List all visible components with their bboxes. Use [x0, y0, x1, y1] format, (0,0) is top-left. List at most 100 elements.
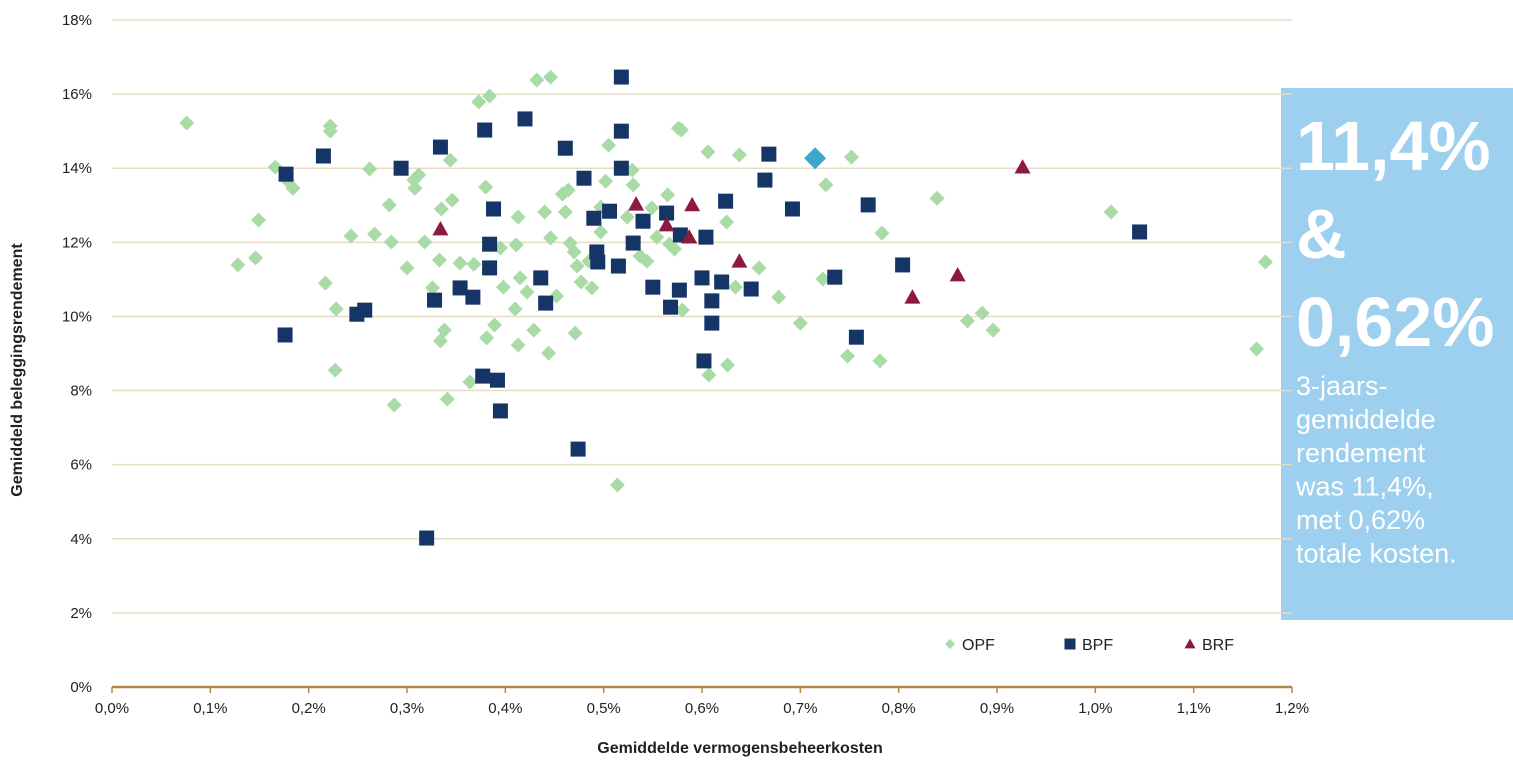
- point: [601, 137, 617, 153]
- point: [659, 205, 675, 221]
- annotation-headline: 0,62%: [1296, 283, 1494, 361]
- point: [848, 329, 864, 345]
- point: [517, 111, 533, 127]
- point: [751, 260, 767, 276]
- point: [576, 170, 592, 186]
- point: [386, 397, 402, 413]
- point: [492, 403, 508, 419]
- annotation-text: rendement: [1296, 438, 1426, 468]
- point: [343, 228, 359, 244]
- point: [482, 260, 498, 276]
- point: [684, 196, 701, 212]
- point: [557, 140, 573, 156]
- point: [698, 229, 714, 245]
- point: [625, 177, 641, 193]
- x-tick-label: 1,1%: [1177, 700, 1211, 717]
- point: [671, 282, 687, 298]
- point: [663, 299, 679, 315]
- point: [557, 204, 573, 220]
- y-tick-label: 10%: [62, 308, 92, 325]
- point: [681, 229, 698, 244]
- point: [598, 173, 614, 189]
- point: [482, 236, 498, 252]
- point: [960, 313, 975, 329]
- point: [399, 260, 415, 276]
- annotation-box: [1281, 88, 1513, 620]
- annotation-text: totale kosten.: [1296, 539, 1457, 569]
- point: [560, 182, 576, 198]
- point: [1249, 341, 1265, 357]
- point: [439, 391, 455, 407]
- point: [701, 367, 717, 383]
- point: [431, 252, 447, 268]
- point: [731, 253, 748, 268]
- x-tick-label: 0,2%: [292, 700, 326, 717]
- point: [895, 257, 911, 273]
- x-tick-label: 0,4%: [488, 700, 522, 717]
- point: [860, 197, 876, 213]
- point: [477, 122, 493, 138]
- point: [573, 274, 589, 290]
- x-tick-label: 0,5%: [587, 700, 621, 717]
- point: [700, 144, 716, 160]
- point: [436, 322, 452, 338]
- highlight-point: [804, 147, 827, 170]
- y-tick-label: 2%: [70, 605, 92, 622]
- point: [815, 271, 831, 287]
- point: [411, 167, 427, 183]
- point: [570, 441, 586, 457]
- y-tick-label: 6%: [70, 457, 92, 474]
- point: [743, 281, 759, 297]
- point: [526, 322, 542, 338]
- x-tick-label: 1,2%: [1275, 700, 1309, 717]
- legend-label: BPF: [1082, 637, 1113, 654]
- annotation-text: met 0,62%: [1296, 505, 1425, 535]
- point: [658, 216, 675, 232]
- point: [466, 256, 482, 272]
- point: [407, 180, 423, 196]
- point: [432, 220, 449, 236]
- point: [584, 280, 600, 296]
- point: [417, 234, 433, 250]
- point: [872, 353, 888, 369]
- point: [609, 477, 625, 493]
- point: [315, 148, 331, 164]
- point: [510, 337, 526, 353]
- point: [393, 160, 409, 176]
- point: [1257, 254, 1273, 270]
- point: [508, 237, 524, 253]
- point: [639, 253, 655, 269]
- point: [649, 229, 665, 245]
- point: [541, 345, 557, 361]
- point: [757, 172, 773, 188]
- point: [840, 348, 856, 364]
- y-tick-label: 16%: [62, 86, 92, 103]
- point: [843, 149, 859, 165]
- point: [277, 327, 293, 343]
- point: [425, 280, 441, 296]
- point: [827, 269, 843, 285]
- point: [383, 234, 399, 250]
- annotation-headline: &: [1296, 195, 1347, 273]
- point: [442, 152, 458, 168]
- point: [949, 266, 966, 282]
- point: [489, 372, 505, 388]
- point: [904, 289, 921, 304]
- point: [432, 139, 448, 155]
- point: [507, 301, 523, 317]
- point: [644, 200, 660, 216]
- x-tick-label: 0,8%: [882, 700, 916, 717]
- point: [427, 292, 443, 308]
- y-tick-label: 8%: [70, 383, 92, 400]
- point: [590, 254, 606, 270]
- legend-marker: [1064, 638, 1076, 650]
- point: [486, 201, 502, 217]
- point: [628, 196, 645, 211]
- point: [985, 322, 1001, 338]
- point: [452, 280, 468, 296]
- point: [1014, 159, 1031, 174]
- point: [357, 302, 373, 318]
- point: [720, 357, 736, 373]
- x-tick-label: 0,3%: [390, 700, 424, 717]
- legend-label: BRF: [1202, 637, 1234, 654]
